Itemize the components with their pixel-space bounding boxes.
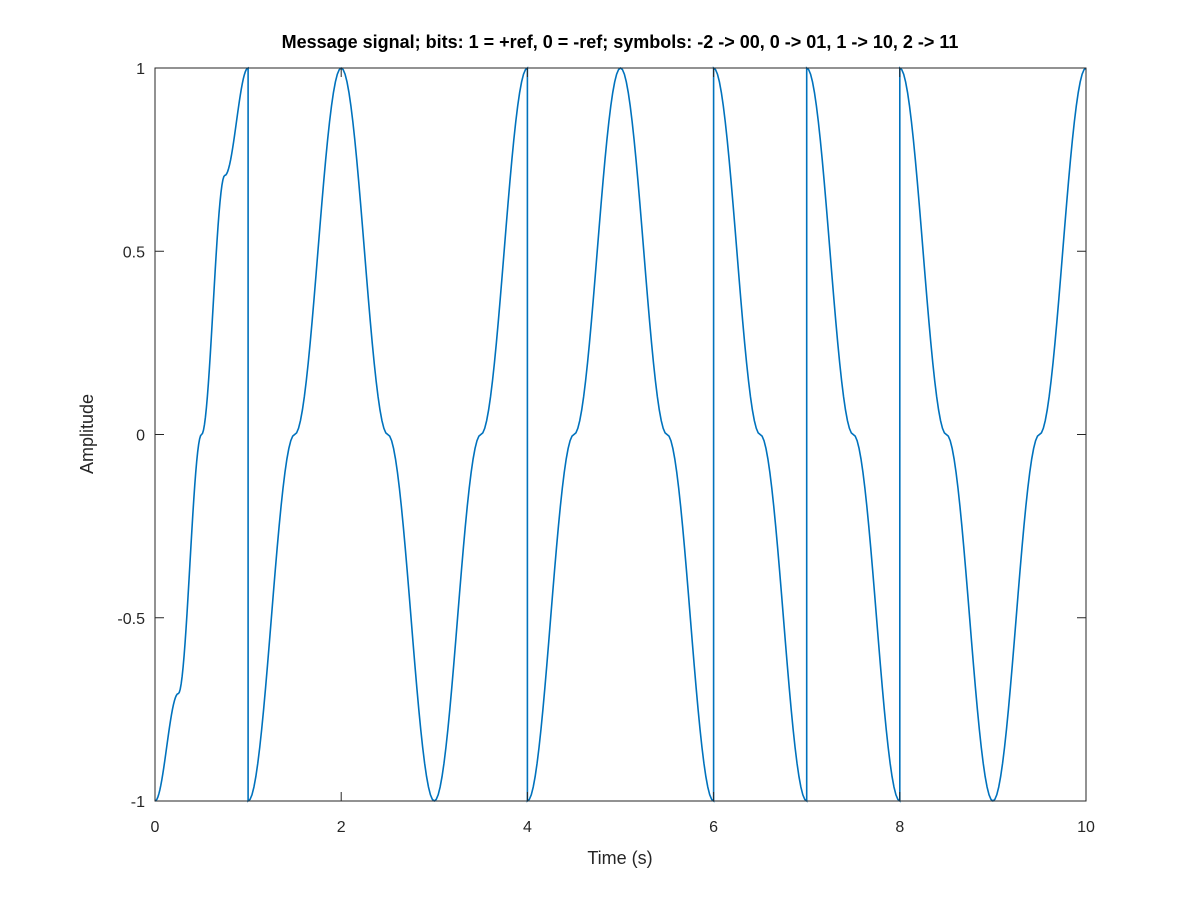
y-tick-label: -0.5 bbox=[117, 611, 145, 628]
x-tick-label: 10 bbox=[1077, 819, 1095, 836]
x-tick-label: 4 bbox=[523, 819, 532, 836]
x-tick-label: 6 bbox=[709, 819, 718, 836]
x-axis-label: Time (s) bbox=[587, 848, 652, 868]
x-tick-label: 2 bbox=[337, 819, 346, 836]
y-tick-label: 0.5 bbox=[123, 244, 145, 261]
y-tick-label: -1 bbox=[131, 794, 145, 811]
x-tick-label: 8 bbox=[895, 819, 904, 836]
y-tick-label: 1 bbox=[136, 61, 145, 78]
plot-area bbox=[155, 68, 1086, 801]
y-tick-label: 0 bbox=[136, 428, 145, 445]
x-tick-label: 0 bbox=[151, 819, 160, 836]
x-ticks: 0 2 4 6 8 10 bbox=[151, 68, 1095, 836]
series-layer bbox=[154, 66, 1087, 803]
series-line-0 bbox=[154, 66, 1087, 803]
y-axis-label: Amplitude bbox=[77, 394, 97, 474]
y-ticks: -1 -0.5 0 0.5 1 bbox=[117, 61, 1086, 811]
chart-title: Message signal; bits: 1 = +ref, 0 = -ref… bbox=[282, 32, 959, 52]
